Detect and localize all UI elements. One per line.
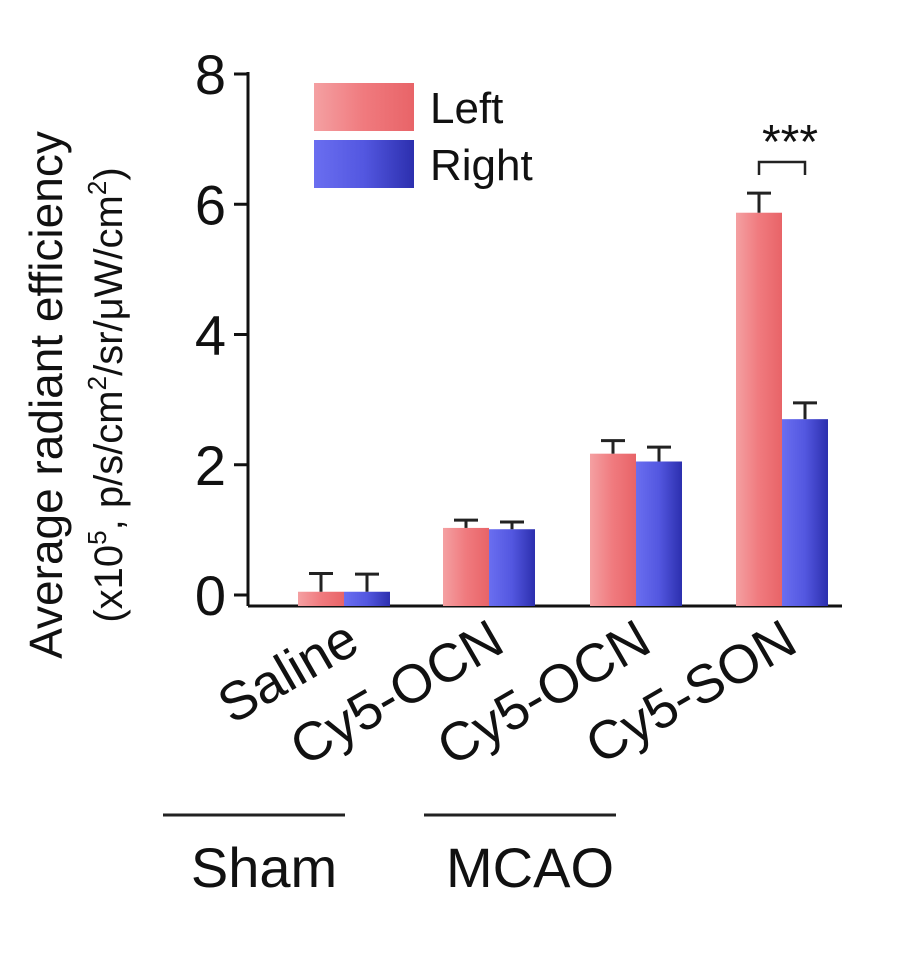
significance-bracket [757,160,807,175]
bar-left [298,591,344,606]
bar-right [344,591,390,606]
significance-stars: *** [762,116,818,169]
y-title-superscript: 5 [82,530,112,544]
y-axis: 0 2 4 6 8 [195,43,250,627]
bar-right [636,461,682,606]
y-axis-title-line1: Average radiant efficiency [20,131,72,659]
y-tick-label: 0 [195,564,226,627]
group-label: MCAO [446,836,614,899]
y-title-superscript: 2 [82,181,112,195]
legend: Left Right [314,83,533,190]
y-title-superscript: 2 [82,376,112,390]
y-tick-label: 4 [195,304,226,367]
y-axis-title: Average radiant efficiency (x105, p/s/cm… [20,131,131,659]
bars [298,212,828,606]
group-label: Sham [191,836,337,899]
bar-right [782,419,828,606]
legend-label-right: Right [430,141,533,190]
y-tick-label: 8 [195,43,226,106]
y-title-part: /sr/μW/cm [87,195,131,376]
legend-swatch-left [314,83,414,131]
bar-left [590,453,636,606]
y-tick-label: 2 [195,434,226,497]
group-labels: Sham MCAO [163,813,616,899]
legend-swatch-right [314,140,414,188]
bar-right [489,529,535,606]
bar-left [736,212,782,606]
error-bars [309,191,817,592]
y-title-part: (x10 [87,545,131,623]
y-tick-label: 6 [195,173,226,236]
y-title-part: ) [87,167,131,180]
y-axis-title-line2: (x105, p/s/cm2/sr/μW/cm2) [82,167,131,622]
bar-left [443,527,489,606]
y-title-part: , p/s/cm [87,390,131,530]
significance-annotation: *** [757,116,818,175]
legend-label-left: Left [430,84,503,133]
